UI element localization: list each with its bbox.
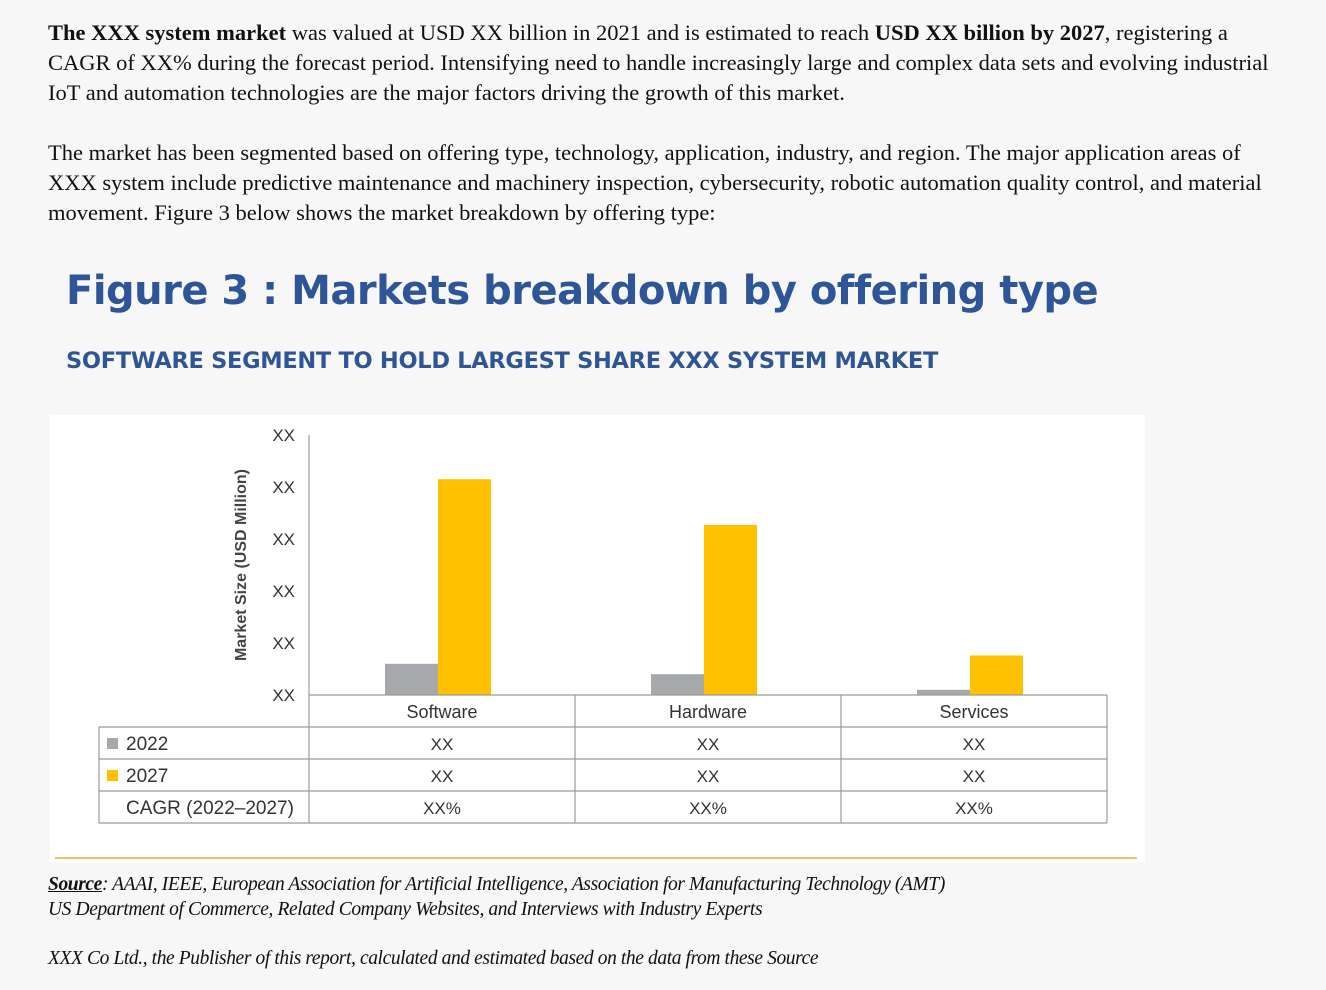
bar-2022-software [385, 663, 438, 695]
y-tick-label: XX [272, 686, 295, 705]
table-cell-value: XX [697, 767, 720, 786]
table-cell-value: XX [963, 735, 986, 754]
figure-subtitle: SOFTWARE SEGMENT TO HOLD LARGEST SHARE X… [66, 348, 939, 374]
table-cell-value: XX [963, 767, 986, 786]
figure-title: Figure 3 : Markets breakdown by offering… [66, 268, 1099, 314]
bar-2027-hardware [704, 524, 757, 695]
y-tick-label: XX [272, 530, 295, 549]
y-tick-label: XX [272, 582, 295, 601]
table-cell-value: XX [431, 767, 454, 786]
source-line-2: US Department of Commerce, Related Compa… [48, 899, 763, 920]
table-cell-value: XX [431, 735, 454, 754]
bar-chart: XX XX XX XX XX XX Market Size (USD Million) Sof… [98, 426, 1108, 824]
category-label-services: Services [939, 702, 1008, 722]
intro-text: , registering a CAGR of XX% during the f… [48, 20, 1269, 105]
source-label: Source [48, 874, 102, 895]
source-note: XXX Co Ltd., the Publisher of this repor… [48, 948, 819, 969]
table-row-label: 2027 [126, 766, 168, 787]
category-label-software: Software [406, 702, 477, 722]
intro-paragraph-2: The market has been segmented based on o… [48, 140, 1262, 225]
table-cell-value: XX [697, 735, 720, 754]
y-tick-label: XX [272, 634, 295, 653]
y-axis-label: Market Size (USD Million) [233, 469, 250, 661]
table-cell-value: XX% [423, 799, 461, 818]
intro-text: was valued at USD XX billion in 2021 and… [286, 20, 875, 45]
chart-panel: XX XX XX XX XX XX Market Size (USD Million) Sof… [50, 415, 1145, 862]
intro-paragraph-1: The XXX system market was valued at USD … [48, 18, 1288, 108]
bar-2027-services [970, 655, 1023, 695]
table-cell-value: XX% [955, 799, 993, 818]
table-row-label: 2022 [126, 734, 168, 755]
y-tick-label: XX [272, 426, 295, 445]
table-cell-value: XX% [689, 799, 727, 818]
source-text: : AAAI, IEEE, European Association for A… [101, 874, 945, 895]
legend-swatch-2022 [107, 738, 118, 749]
y-tick-label: XX [272, 478, 295, 497]
separator-line [55, 857, 1137, 859]
intro-bold-text: USD XX billion by 2027 [874, 20, 1105, 45]
table-row-label: CAGR (2022–2027) [126, 798, 294, 819]
bar-2027-software [438, 479, 491, 695]
legend-swatch-2027 [107, 770, 118, 781]
intro-bold-text: The XXX system market [48, 20, 287, 45]
bar-2022-hardware [651, 674, 704, 695]
category-label-hardware: Hardware [669, 702, 747, 722]
bar-2022-services [917, 689, 970, 695]
source-line-1: Source: AAAI, IEEE, European Association… [48, 872, 945, 897]
